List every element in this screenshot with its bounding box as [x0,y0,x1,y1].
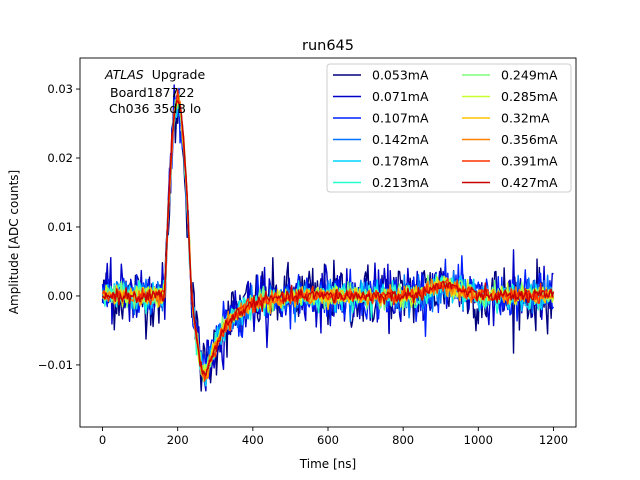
x-tick-label: 1000 [464,433,493,447]
legend-label: 0.178mA [372,154,429,169]
legend-box [326,63,572,193]
legend-label: 0.391mA [501,154,558,169]
series-line [101,89,555,382]
chart-title: run645 [302,38,354,54]
x-tick-label: 1200 [539,433,568,447]
series-line [102,100,555,377]
x-tick-label: 600 [317,433,339,447]
series-layer [101,84,555,392]
svg-text:ATLAS Upgrade: ATLAS Upgrade [104,67,205,82]
legend-label: 0.32mA [501,111,550,126]
y-axis-label: Amplitude [ADC counts] [7,170,21,314]
y-tick-label: 0.03 [47,82,73,96]
legend-label: 0.356mA [501,132,558,147]
legend-label: 0.071mA [372,89,429,104]
x-tick-label: 0 [99,433,106,447]
y-tick-label: 0.01 [47,220,73,234]
legend-label: 0.142mA [372,132,429,147]
legend: 0.053mA 0.071mA 0.107mA 0.142mA 0.178mA 0.213… [326,63,572,193]
x-tick-label: 200 [167,433,189,447]
y-tick-label: 0.02 [47,151,73,165]
legend-label: 0.249mA [501,68,558,83]
y-tick-label: −0.01 [38,358,73,372]
channel-label: Ch036 35dB lo [109,101,201,116]
series-line [102,100,554,378]
legend-label: 0.107mA [372,111,429,126]
atlas-label: ATLAS [104,67,144,82]
x-axis-label: Time [ns] [299,457,356,471]
legend-label: 0.213mA [372,175,429,190]
legend-label: 0.285mA [501,89,558,104]
y-axis-ticks: −0.01 0.00 0.01 0.02 0.03 [38,82,80,372]
series-line [101,96,555,392]
upgrade-label: Upgrade [152,67,206,82]
legend-label: 0.427mA [501,175,558,190]
y-tick-label: 0.00 [47,289,73,303]
legend-label: 0.053mA [372,68,429,83]
x-tick-label: 800 [392,433,414,447]
atlas-annotation: ATLAS Upgrade Board187722 Ch036 35dB lo [104,67,205,116]
x-tick-label: 400 [242,433,264,447]
x-axis-ticks: 0 200 400 600 800 1000 1200 [99,427,568,447]
board-label: Board187722 [110,85,194,100]
